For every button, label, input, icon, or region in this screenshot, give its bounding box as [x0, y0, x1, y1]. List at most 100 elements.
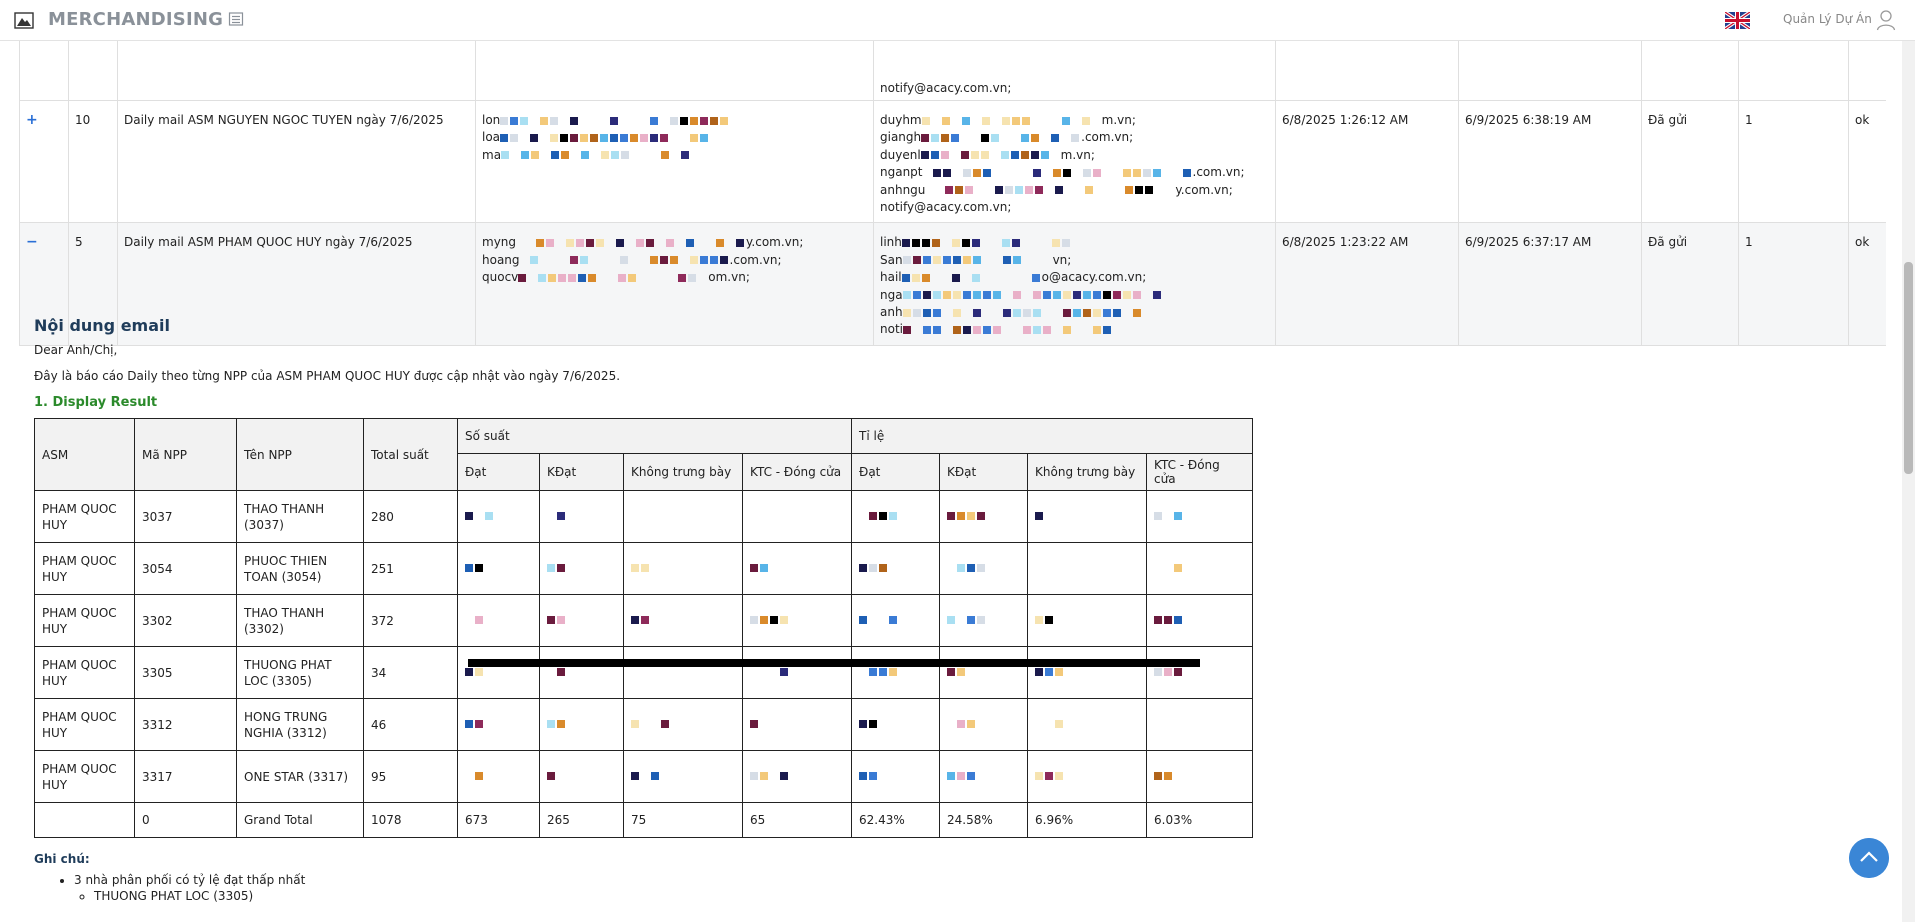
mask-pixel: [902, 308, 911, 317]
mask-pixel: [1031, 273, 1040, 282]
mask-pixel: [951, 238, 960, 247]
project-menu[interactable]: Quản Lý Dự Án: [1783, 12, 1872, 26]
mask-pixel: [710, 134, 718, 142]
menu-toggle-icon[interactable]: [228, 11, 244, 27]
collapse-icon[interactable]: −: [26, 234, 38, 251]
mask-pixel: [1030, 151, 1039, 160]
cell-rate-ktc: 6.03%: [1146, 802, 1254, 838]
mask-pixel: [980, 151, 989, 160]
mask-pixel: [1023, 291, 1031, 299]
mask-pixel: [1072, 308, 1081, 317]
email-greeting: Dear Anh/Chị,: [34, 343, 118, 357]
uk-flag-icon[interactable]: [1725, 12, 1750, 29]
cell-ma-npp: 0: [134, 802, 237, 838]
mask-pixel: [616, 238, 625, 247]
redacted-cell: [539, 698, 624, 751]
mask-pixel: [951, 133, 960, 142]
mask-pixel: [547, 616, 555, 625]
mask-pixel: [578, 273, 587, 282]
mask-pixel: [640, 256, 648, 264]
cell-ma-npp: 3317: [134, 750, 237, 803]
mask-pixel: [518, 273, 527, 282]
mask-pixel: [670, 116, 679, 125]
mask-pixel: [972, 168, 981, 177]
mask-pixel: [630, 117, 638, 125]
cell-kdat: 265: [539, 802, 624, 838]
mask-pixel: [626, 239, 634, 247]
vertical-scrollbar[interactable]: [1902, 40, 1915, 922]
mask-pixel: [770, 668, 778, 676]
chevron-up-icon[interactable]: [1849, 838, 1889, 878]
redacted-cell: [939, 594, 1029, 647]
mask-pixel: [1154, 720, 1162, 728]
mask-pixel: [1042, 239, 1050, 247]
redaction-mask: [859, 768, 889, 785]
app-logo-icon[interactable]: [14, 10, 34, 30]
mask-pixel: [957, 668, 966, 677]
scrollbar-thumb[interactable]: [1904, 262, 1913, 474]
mask-pixel: [1105, 186, 1113, 194]
redaction-mask: [859, 664, 899, 681]
table-row[interactable]: + 10 Daily mail ASM NGUYEN NGOC TUYEN ng…: [19, 99, 1886, 224]
mask-pixel: [1032, 291, 1041, 300]
mask-pixel: [551, 151, 560, 160]
mask-pixel: [1055, 186, 1064, 195]
mask-pixel: [760, 668, 768, 676]
mask-pixel: [550, 116, 559, 125]
mask-pixel: [600, 117, 608, 125]
mask-pixel: [1061, 134, 1069, 142]
mask-pixel: [1001, 134, 1009, 142]
mask-pixel: [1043, 325, 1051, 334]
table-row[interactable]: − 5 Daily mail ASM PHAM QUOC HUY ngày 7/…: [19, 222, 1886, 346]
redacted-cell: [939, 698, 1029, 751]
mask-pixel: [971, 238, 980, 247]
row-expander[interactable]: +: [19, 99, 69, 224]
mask-pixel: [1011, 134, 1019, 142]
mask-pixel: [638, 274, 646, 282]
mask-pixel: [570, 116, 579, 125]
mask-pixel: [1165, 186, 1173, 194]
redaction-mask: [859, 560, 899, 577]
mask-pixel: [967, 668, 975, 676]
mask-pixel: [669, 256, 678, 265]
user-icon[interactable]: [1876, 9, 1896, 31]
sent-at: 6/8/2025 1:23:22 AM: [1275, 222, 1459, 346]
mask-pixel: [1055, 512, 1063, 520]
redaction-mask: [1035, 768, 1065, 785]
mask-pixel: [967, 772, 976, 781]
mask-pixel: [641, 720, 649, 728]
mask-pixel: [557, 512, 565, 521]
mask-pixel: [879, 616, 887, 624]
redaction-mask: [547, 716, 567, 733]
redacted-cell: [623, 542, 743, 595]
mask-pixel: [465, 772, 473, 780]
sender-cell: myng y.com.vn; hoang .com.vn; quocv om.vn;: [475, 222, 874, 346]
mask-pixel: [736, 238, 745, 247]
mask-pixel: [540, 134, 548, 142]
recipient-line: nganpt: [880, 165, 923, 180]
redaction-mask: [1035, 560, 1065, 577]
redacted-cell: [1027, 542, 1148, 595]
mask-pixel: [1003, 291, 1011, 299]
mask-pixel: [1043, 256, 1051, 264]
mask-pixel: [947, 512, 956, 521]
subheader: KTC - Đóng cửa: [741, 453, 853, 491]
sender-cell: lon loa ma: [475, 99, 874, 224]
app-title[interactable]: MERCHANDISING: [48, 9, 224, 30]
mask-pixel: [981, 133, 990, 142]
mask-pixel: [1143, 291, 1151, 299]
mask-pixel: [1062, 308, 1071, 317]
mask-pixel: [1021, 133, 1030, 142]
mask-pixel: [1085, 186, 1094, 195]
redaction-mask: [902, 287, 1163, 304]
redaction-mask: [859, 612, 899, 629]
table-row[interactable]: notify@acacy.com.vn;: [19, 40, 1886, 101]
redacted-cell: [851, 750, 941, 803]
mask-pixel: [680, 116, 689, 125]
mask-pixel: [902, 256, 911, 265]
expand-icon[interactable]: +: [26, 112, 38, 128]
mask-pixel: [569, 256, 578, 265]
mail-id: 10: [68, 99, 118, 224]
redaction-mask: [1154, 560, 1184, 577]
redaction-mask: [631, 560, 651, 577]
